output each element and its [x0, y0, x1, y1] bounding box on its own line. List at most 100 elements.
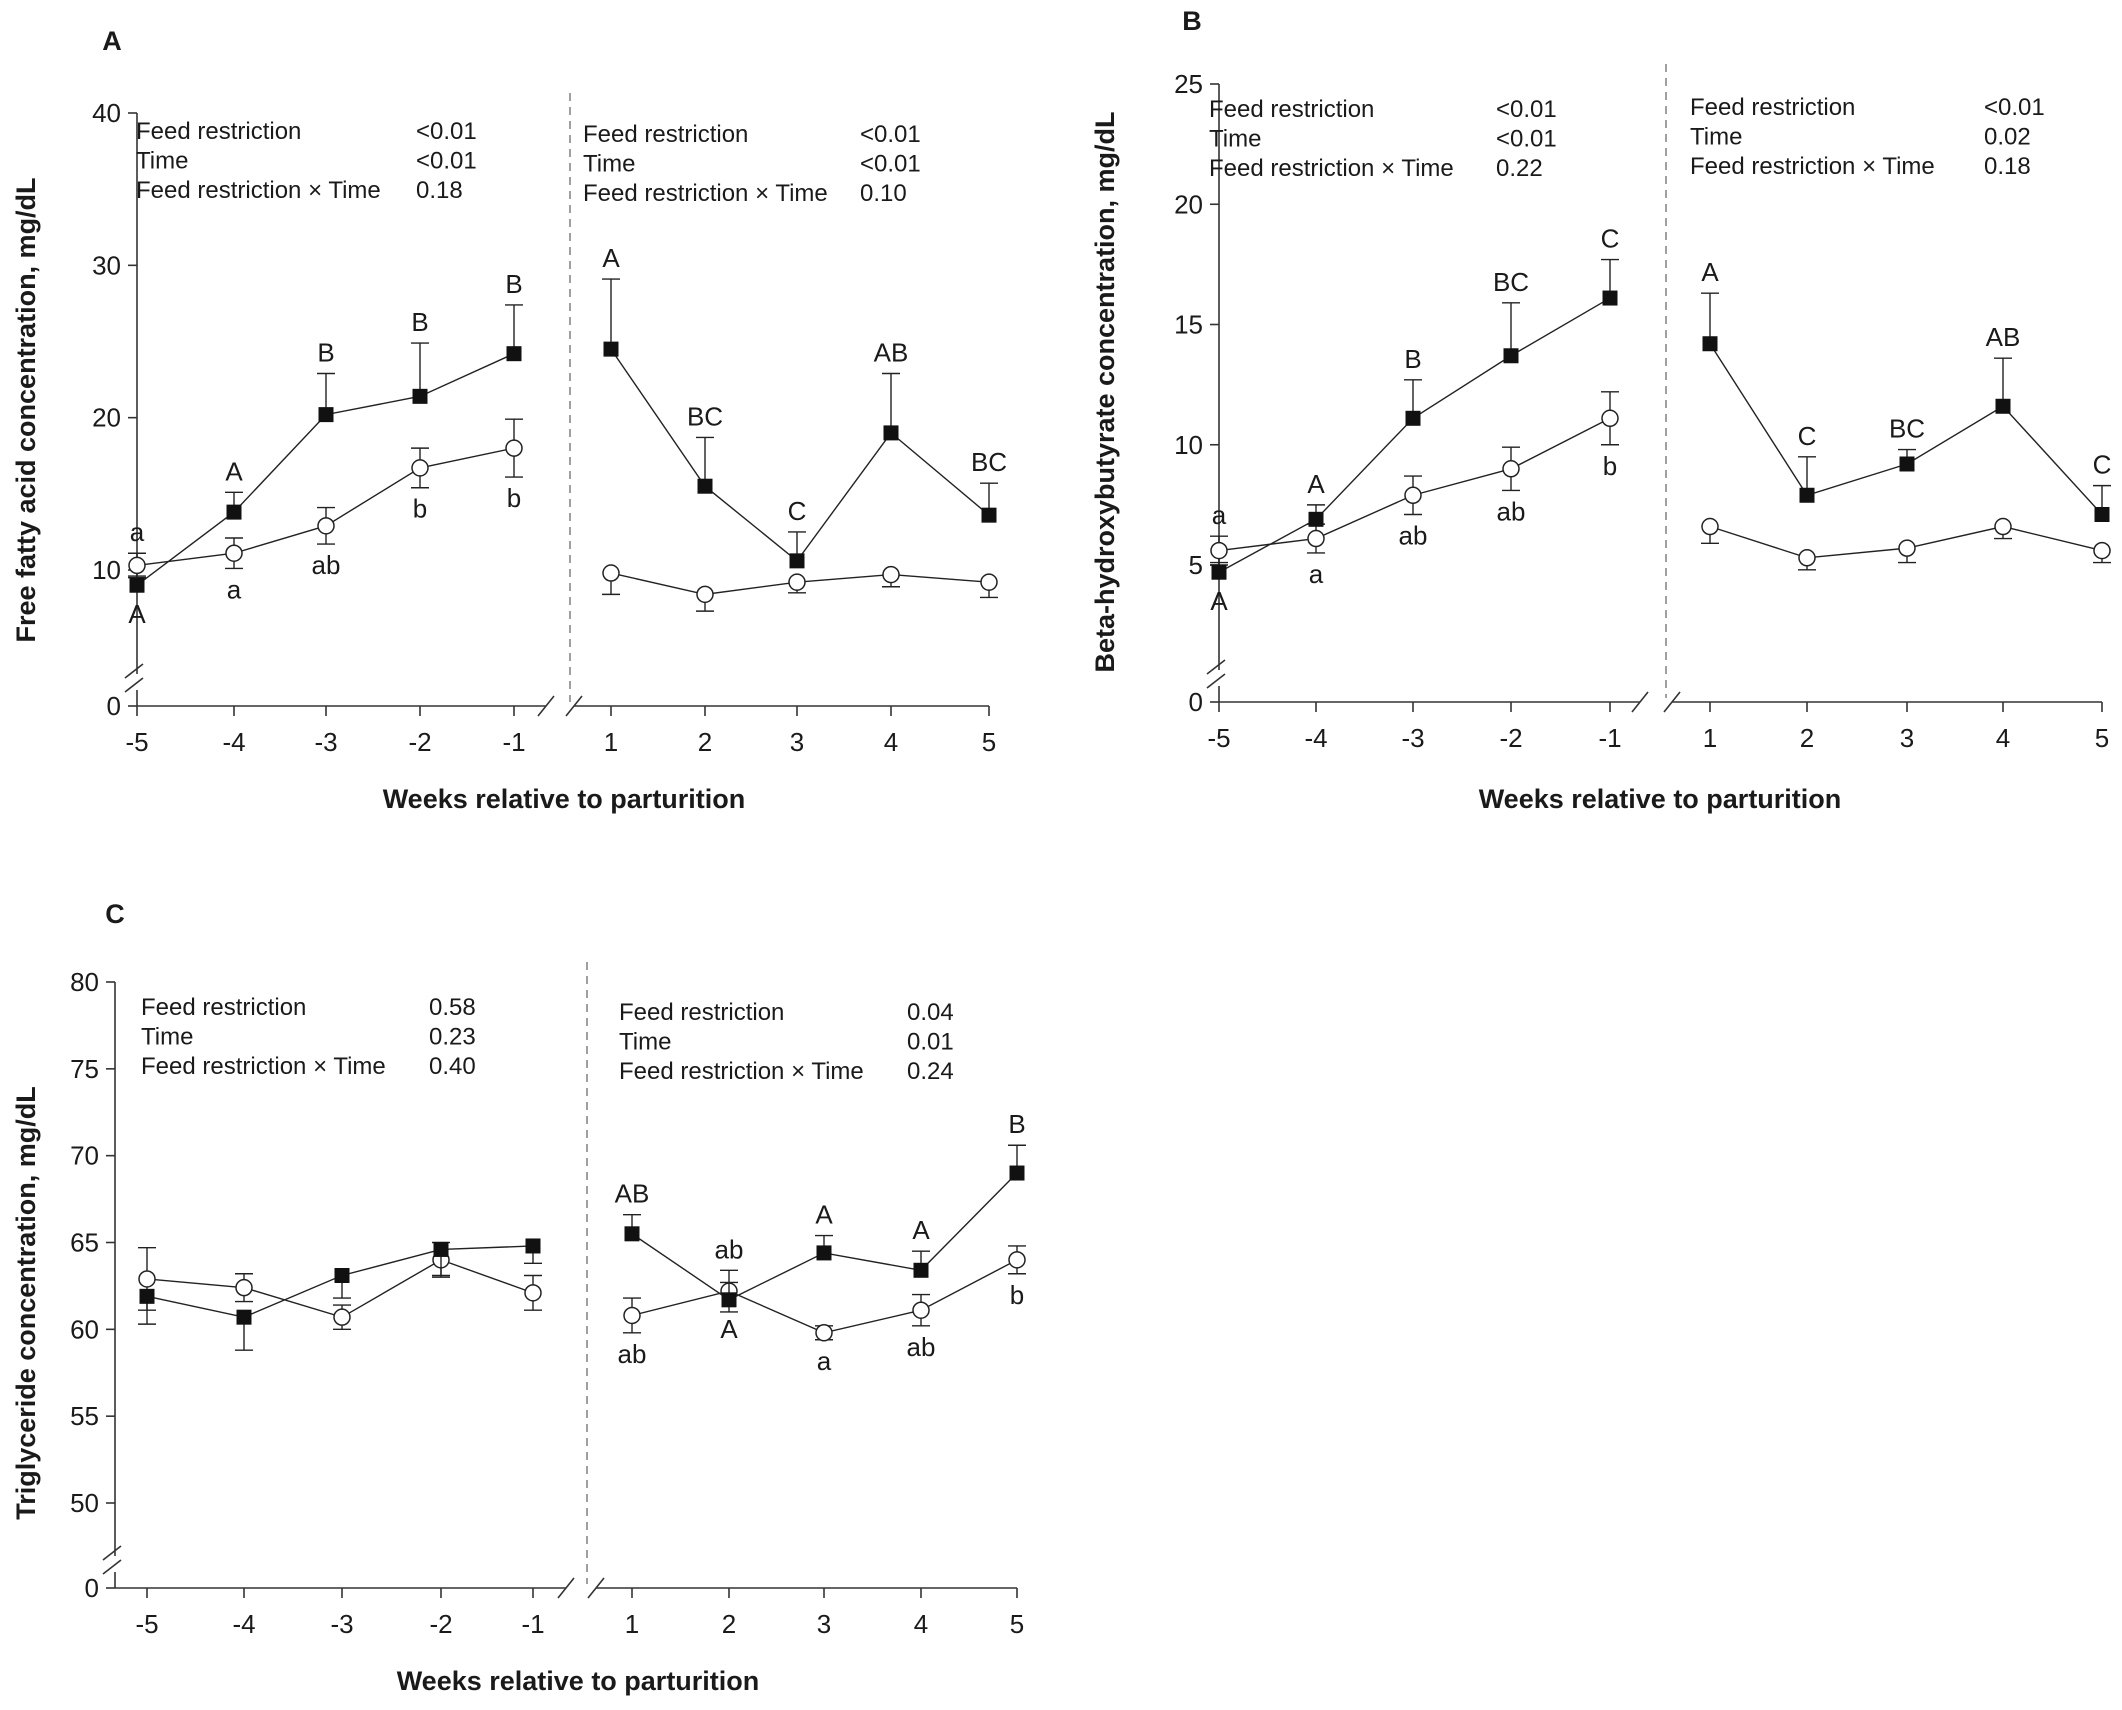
- postpartum-group: 1 2 3 4 5 Feed restriction 0.04 Time 0.01 Feed re…: [615, 999, 1026, 1639]
- y-tick-label: 30: [92, 250, 121, 280]
- series-line: [136, 447, 515, 567]
- y-tick-label: 60: [70, 1314, 99, 1344]
- series-control: a a ab b b: [128, 418, 523, 604]
- data-point-circle: [788, 573, 806, 591]
- stats-p-value: <0.01: [416, 148, 477, 175]
- x-tick-label: 4: [1996, 723, 2010, 753]
- significance-letter: A: [1307, 469, 1325, 499]
- x-axis-label: Weeks relative to parturition: [397, 1666, 760, 1696]
- y-tick-label: 0: [1189, 687, 1203, 717]
- x-tick-label: -1: [1598, 723, 1621, 753]
- x-tick-label: 4: [914, 1609, 928, 1639]
- stats-p-value: 0.22: [1496, 155, 1543, 182]
- x-tick-label: 2: [722, 1609, 736, 1639]
- data-point-circle: [1307, 529, 1325, 548]
- data-point-square: [129, 577, 145, 593]
- stats-p-value: 0.58: [429, 994, 476, 1021]
- stats-label: Feed restriction × Time: [136, 177, 381, 204]
- data-point-circle: [623, 1306, 641, 1325]
- x-tick-label: 1: [604, 727, 618, 757]
- data-point-circle: [980, 573, 998, 591]
- prepartum-group: -5 -4 -3 -2 -1 Feed restriction <0.01 Time <0.01…: [1207, 96, 1621, 753]
- stats-label: Feed restriction × Time: [1690, 153, 1935, 180]
- data-point-square: [789, 553, 805, 569]
- stats-p-value: <0.01: [1496, 126, 1557, 153]
- series-control: a a ab ab b: [1210, 391, 1619, 589]
- data-point-circle: [128, 556, 146, 575]
- data-point-circle: [138, 1270, 156, 1288]
- y-tick-label: 70: [70, 1141, 99, 1171]
- stats-label: Time: [136, 148, 188, 175]
- y-tick-label: 5: [1189, 550, 1203, 580]
- x-tick-label: 3: [1900, 723, 1914, 753]
- data-point-square: [1503, 348, 1519, 364]
- x-axis-break-mark: [1663, 691, 1681, 713]
- data-point-square: [913, 1262, 929, 1278]
- x-tick-label: 5: [1010, 1609, 1024, 1639]
- prepartum-group: -5 -4 -3 -2 -1 Feed restriction <0.01 Time <0.01…: [125, 118, 525, 757]
- series-control: [138, 1241, 542, 1331]
- x-tick-label: -3: [314, 727, 337, 757]
- significance-letter: b: [507, 483, 521, 513]
- stats-p-value: <0.01: [860, 121, 921, 148]
- significance-letter: ab: [907, 1332, 936, 1362]
- data-point-circle: [225, 544, 243, 562]
- data-point-square: [1405, 410, 1421, 426]
- stats-label: Feed restriction: [583, 121, 748, 148]
- x-tick-label: -1: [521, 1609, 544, 1639]
- x-tick-label: -2: [1499, 723, 1522, 753]
- data-point-square: [1702, 336, 1718, 352]
- data-point-square: [1995, 398, 2011, 414]
- significance-letter: A: [815, 1200, 833, 1230]
- significance-letter: A: [1210, 586, 1228, 616]
- x-tick-label: -4: [232, 1609, 255, 1639]
- x-tick-label: 2: [698, 727, 712, 757]
- significance-letter: AB: [1986, 322, 2021, 352]
- significance-letter: B: [1008, 1109, 1025, 1139]
- stats-p-value: 0.18: [416, 177, 463, 204]
- y-axis-label: Free fatty acid concentration, mg/dL: [11, 177, 41, 642]
- x-tick-label: -1: [502, 727, 525, 757]
- x-tick-label: 1: [1703, 723, 1717, 753]
- significance-letter: a: [817, 1346, 832, 1376]
- x-tick-label: -5: [135, 1609, 158, 1639]
- data-point-square: [412, 388, 428, 404]
- x-tick-label: 5: [2095, 723, 2109, 753]
- stats-label: Feed restriction: [619, 999, 784, 1026]
- significance-letter: A: [225, 456, 243, 486]
- significance-letter: a: [1212, 500, 1227, 530]
- y-axis-label: Beta-hydroxybutyrate concentration, mg/d…: [1090, 111, 1120, 672]
- stats-label: Feed restriction × Time: [619, 1058, 864, 1085]
- x-tick-label: -2: [408, 727, 431, 757]
- x-axis-break-mark: [565, 695, 583, 717]
- data-point-circle: [602, 564, 620, 582]
- significance-letter: C: [788, 496, 807, 526]
- stats-label: Feed restriction × Time: [583, 180, 828, 207]
- data-point-square: [2094, 506, 2110, 522]
- data-point-circle: [912, 1301, 930, 1319]
- data-point-square: [1602, 290, 1618, 306]
- stats-label: Time: [1690, 124, 1742, 151]
- data-point-circle: [317, 517, 335, 535]
- significance-letter: AB: [874, 337, 909, 367]
- stats-p-value: 0.18: [1984, 153, 2031, 180]
- series-feed-restricted: A C BC AB C: [1701, 257, 2111, 522]
- stats-label: Time: [583, 151, 635, 178]
- data-point-circle: [1601, 409, 1619, 428]
- data-point-square: [883, 425, 899, 441]
- data-point-circle: [815, 1324, 833, 1342]
- significance-letter: C: [1798, 421, 1817, 451]
- y-tick-label: 75: [70, 1054, 99, 1084]
- significance-letter: AB: [615, 1179, 650, 1209]
- x-tick-label: -4: [1304, 723, 1327, 753]
- significance-letter: A: [720, 1314, 738, 1344]
- stats-p-value: <0.01: [1496, 96, 1557, 123]
- y-tick-label: 20: [92, 403, 121, 433]
- series-line: [610, 348, 990, 562]
- series-feed-restricted: A A B BC C: [1210, 224, 1619, 616]
- y-tick-label: 20: [1174, 189, 1203, 219]
- x-axis-break-mark: [557, 1577, 575, 1599]
- y-tick-label: 0: [107, 691, 121, 721]
- series-control: ab ab a ab b: [618, 1234, 1026, 1376]
